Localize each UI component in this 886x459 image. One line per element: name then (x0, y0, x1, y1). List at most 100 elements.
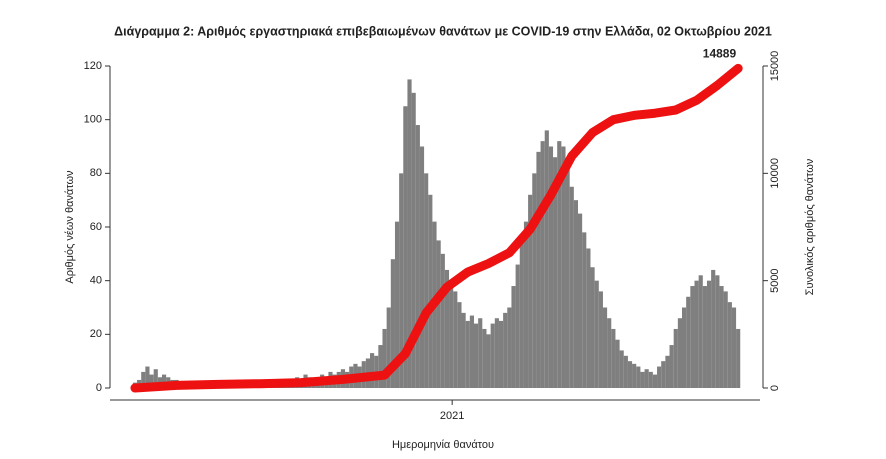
bar (407, 79, 412, 389)
bar (141, 371, 146, 388)
bar (573, 200, 578, 388)
bar (411, 92, 416, 388)
y-tick-label: 20 (90, 328, 102, 340)
bar (461, 312, 466, 388)
bar (640, 371, 645, 388)
bar (498, 320, 504, 388)
bar (582, 232, 587, 388)
bar (673, 328, 678, 388)
bar (390, 259, 395, 388)
bar (486, 334, 491, 388)
bar (636, 366, 641, 388)
bar (715, 275, 720, 388)
bar (686, 296, 691, 388)
y2-tick-label: 10000 (769, 158, 781, 189)
bar (698, 275, 703, 388)
bar (565, 162, 570, 388)
cumulative-line (130, 63, 743, 393)
bar (632, 363, 637, 388)
bar (723, 291, 728, 388)
bar (403, 106, 408, 388)
bar (711, 269, 716, 388)
y2-tick-label: 15000 (769, 51, 781, 82)
bar (736, 328, 741, 388)
bar (702, 286, 707, 388)
x-tick-label: 2021 (440, 410, 464, 422)
chart-title: Διάγραμμα 2: Αριθμός εργαστηριακά επιβεβ… (114, 24, 772, 38)
bar (519, 240, 524, 388)
bar (532, 173, 537, 388)
bar (511, 286, 516, 388)
bar (719, 286, 724, 388)
bar (623, 355, 628, 388)
bar (478, 318, 483, 388)
bar (428, 194, 433, 388)
bar (682, 307, 687, 388)
bar (424, 173, 429, 388)
bar (648, 371, 653, 388)
bar (145, 366, 150, 388)
bar (453, 291, 458, 388)
bar (627, 361, 633, 388)
bar (382, 328, 387, 388)
bar (561, 146, 566, 388)
bar (494, 318, 499, 388)
bar (536, 151, 541, 388)
bar (386, 307, 391, 388)
bar (153, 369, 158, 388)
bar (162, 374, 167, 388)
bar (731, 307, 737, 388)
bar (578, 213, 583, 388)
bar (515, 264, 520, 388)
bar (594, 280, 599, 388)
bar (444, 269, 450, 388)
bar (619, 350, 624, 388)
bar (607, 318, 612, 388)
bar (474, 323, 479, 388)
y-tick-label: 60 (90, 221, 102, 233)
bar (370, 353, 375, 388)
bar (149, 374, 154, 388)
bar (449, 280, 454, 388)
bar (378, 345, 383, 388)
y-tick-label: 0 (96, 382, 102, 394)
y-tick-label: 80 (90, 167, 102, 179)
bar (727, 302, 732, 388)
bar (644, 369, 649, 388)
y2-axis-label: Συνολικός αριθμός θανάτων (804, 158, 816, 295)
bar (523, 221, 529, 388)
bar (399, 173, 404, 388)
bar (677, 318, 682, 388)
bar (652, 374, 658, 388)
bar (669, 345, 674, 388)
y-tick-label: 100 (84, 114, 102, 126)
bar (706, 280, 712, 388)
bar (611, 328, 616, 388)
y-tick-label: 120 (84, 60, 102, 72)
bar (602, 307, 608, 388)
value-label: 14889 (703, 47, 737, 61)
bar (436, 240, 441, 388)
bar (690, 286, 695, 388)
bar (544, 130, 549, 388)
y-axis-label: Αριθμός νέων θανάτων (64, 170, 76, 284)
bar (419, 146, 425, 388)
bar (482, 328, 487, 388)
y-tick-label: 40 (90, 275, 102, 287)
bar (469, 315, 474, 388)
bar (440, 253, 445, 388)
bar (528, 194, 533, 388)
bar (490, 323, 495, 388)
bar (586, 248, 591, 388)
bar (665, 355, 670, 388)
bar (457, 302, 462, 388)
bar (465, 320, 470, 388)
bar (557, 141, 562, 388)
bar (503, 312, 508, 388)
x-axis-label: Ημερομηνία θανάτου (392, 439, 494, 451)
bar (657, 366, 662, 388)
y2-tick-label: 5000 (769, 268, 781, 292)
bar (661, 361, 666, 388)
bar (590, 267, 595, 388)
